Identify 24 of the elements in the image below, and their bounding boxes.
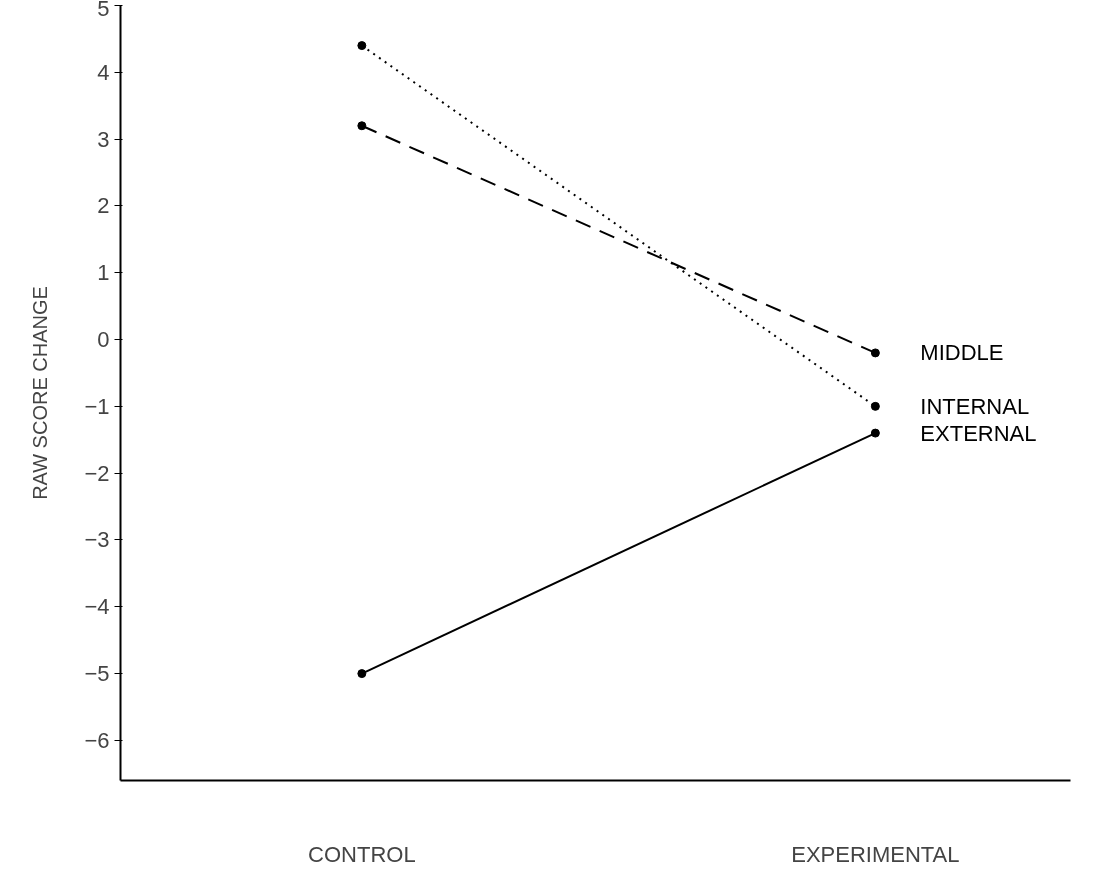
y-tick-label: 3 — [97, 126, 110, 152]
point — [870, 348, 880, 358]
series-label: EXTERNAL — [920, 420, 1037, 446]
series-label: INTERNAL — [920, 393, 1030, 419]
y-tick-label: −4 — [84, 594, 110, 620]
y-tick-label: −2 — [84, 460, 110, 486]
y-tick-label: 1 — [97, 260, 110, 286]
y-tick-label: −3 — [84, 527, 110, 553]
point — [870, 401, 880, 411]
y-axis-title: RAW SCORE CHANGE — [29, 286, 52, 500]
y-tick-label: 4 — [97, 59, 110, 85]
x-tick-label: CONTROL — [308, 841, 416, 867]
point — [357, 121, 367, 131]
point — [870, 428, 880, 438]
y-tick-label: 0 — [97, 327, 110, 353]
point — [357, 669, 367, 679]
y-tick-label: −6 — [84, 727, 110, 753]
y-tick-label: 2 — [97, 193, 110, 219]
y-tick-label: 5 — [97, 0, 110, 21]
y-tick-label: −5 — [84, 661, 110, 687]
series-label: MIDDLE — [920, 340, 1004, 366]
y-tick-label: −1 — [84, 393, 110, 419]
x-tick-label: EXPERIMENTAL — [791, 841, 960, 867]
point — [357, 41, 367, 51]
